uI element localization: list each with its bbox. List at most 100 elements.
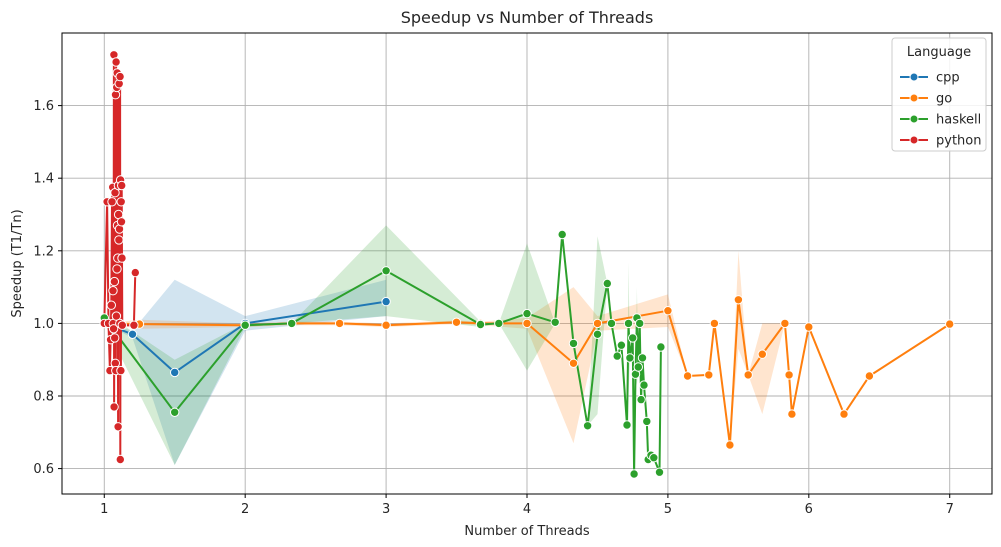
y-tick-label: 1.6 [33,99,54,114]
python-data-point [130,267,141,278]
haskell-data-point [494,318,504,329]
haskell-data-point [616,340,627,350]
grid [62,33,992,494]
cpp-data-point [170,367,180,378]
python-data-point [117,320,128,330]
python-data-point [107,197,117,207]
cpp-data-point [381,296,391,307]
python-data-point [116,365,126,376]
y-tick-label: 1.0 [33,317,54,332]
python-data-point [129,320,139,330]
haskell-data-point [656,342,666,352]
haskell-data-point [633,362,643,372]
python-data-point [114,235,124,245]
go-data-point [592,318,603,329]
haskell-data-point [639,380,649,390]
python-data-point [115,454,126,465]
legend-label-cpp: cpp [936,71,960,86]
python-data-point [109,402,119,412]
go-data-point [804,322,814,332]
go-data-point [709,318,720,329]
legend-label-go: go [936,92,952,107]
haskell-data-point [582,421,593,431]
haskell-data-point [568,338,579,349]
haskell-data-point [592,329,603,339]
haskell-data-point [628,333,638,343]
haskell-data-point [654,467,665,477]
haskell-confidence-band [104,225,661,474]
go-series-line [104,298,951,446]
python-data-point [108,286,118,296]
python-data-point [116,197,126,207]
haskell-data-point [623,318,634,329]
go-data-point [568,358,579,368]
python-data-point [117,253,127,263]
legend: Language cpp go haskell python [891,37,987,152]
go-legend-marker [909,93,919,103]
go-data-point [522,318,532,329]
haskell-legend-marker [909,114,919,124]
python-data-point [115,71,125,82]
python-data-point [116,217,127,227]
python-data-point [108,324,119,334]
go-data-point [733,295,744,305]
haskell-data-point [622,420,632,430]
python-data-point [109,276,120,287]
python-data-point [113,422,123,432]
x-tick-label: 7 [946,502,954,517]
y-axis-title: Speedup (T1/Tn) [10,209,25,317]
x-tick-label: 1 [100,502,108,517]
legend-label-python: python [936,134,981,149]
haskell-data-point [629,469,639,479]
go-data-point [725,440,735,450]
haskell-data-point [649,453,659,463]
haskell-data-point [637,353,648,363]
legend-items: cpp go haskell python [900,71,981,149]
haskell-data-point [240,320,250,330]
go-data-point [780,318,790,329]
haskell-data-point [635,318,645,329]
go-data-point [743,370,753,380]
legend-label-haskell: haskell [936,113,981,128]
x-axis-ticks: 1 2 3 4 5 6 7 [100,494,954,517]
haskell-data-point [287,318,297,329]
go-data-point [451,317,462,327]
haskell-data-point [522,308,532,319]
haskell-data-point [612,351,622,361]
haskell-data-point [381,266,391,276]
series-markers [99,50,955,479]
haskell-data-point [550,317,560,327]
python-data-point [117,180,127,191]
go-data-point [864,371,875,381]
haskell-data-point [625,353,635,363]
go-data-point [663,306,673,316]
legend-title: Language [907,45,971,60]
go-data-point [757,349,767,359]
python-legend-marker [909,135,919,145]
x-tick-label: 3 [382,502,390,517]
y-tick-label: 0.8 [33,389,54,404]
cpp-legend-marker [909,72,919,82]
go-data-point [839,409,849,419]
cpp-confidence-band [104,279,387,465]
y-tick-label: 0.6 [33,462,54,477]
python-data-point [112,264,122,274]
python-data-point [110,333,120,343]
go-data-point [787,409,797,419]
chart-title: Speedup vs Number of Threads [401,8,654,27]
x-tick-label: 2 [241,502,249,517]
go-data-point [784,370,794,380]
haskell-data-point [636,394,646,405]
y-tick-label: 1.4 [33,172,54,187]
haskell-data-point [475,319,486,330]
python-data-point [111,57,121,67]
x-tick-label: 6 [805,502,813,517]
go-data-point [334,318,345,329]
haskell-data-point [602,278,612,289]
y-tick-label: 1.2 [33,244,54,259]
go-data-point [381,320,391,330]
haskell-data-point [606,318,617,329]
go-data-point [682,371,693,381]
y-axis-ticks: 0.6 0.8 1.0 1.2 1.4 1.6 [33,99,62,477]
